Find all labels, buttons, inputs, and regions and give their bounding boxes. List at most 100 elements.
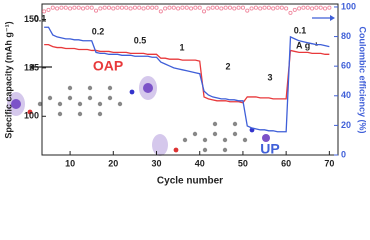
ce-point	[292, 7, 297, 12]
ce-point	[206, 6, 211, 11]
plot-frame	[41, 3, 339, 156]
annotation: A g⁻¹	[296, 40, 318, 50]
annotation: 1	[179, 42, 184, 52]
ce-point	[305, 5, 310, 10]
ce-point	[232, 6, 237, 11]
ce-point	[163, 6, 168, 11]
ce-point	[189, 6, 194, 11]
ce-point	[279, 5, 284, 10]
ce-point	[266, 5, 271, 10]
y-tick-label: 125	[24, 62, 39, 72]
annotation: OAP	[93, 58, 123, 74]
ce-point	[193, 5, 198, 10]
x-tick-label: 10	[65, 158, 75, 168]
ce-point	[318, 5, 323, 10]
ce-point	[119, 5, 124, 10]
ce-point	[271, 6, 276, 11]
ce-point	[327, 5, 332, 10]
ce-point	[197, 5, 202, 10]
ce-point	[171, 5, 176, 10]
ce-point	[93, 8, 99, 13]
ce-point	[180, 5, 185, 10]
molecule-decoration	[7, 76, 270, 156]
ce-point	[115, 5, 120, 10]
annotation: UP	[260, 141, 279, 157]
y2-axis-label: Coulombic efficiency (%)	[358, 26, 368, 133]
annotation: 0.2	[92, 26, 105, 36]
ce-point	[124, 5, 129, 10]
x-tick-label: 50	[238, 158, 248, 168]
ce-point	[249, 6, 254, 11]
ce-point	[63, 5, 68, 10]
ce-point	[176, 6, 181, 11]
series-line	[44, 26, 330, 133]
ce-point	[46, 7, 51, 12]
ce-point	[42, 9, 47, 14]
ce-point	[68, 6, 73, 11]
ce-point	[106, 5, 112, 10]
ce-point	[145, 5, 150, 10]
ce-point	[245, 8, 250, 13]
annotation: 0.1	[34, 13, 47, 23]
ce-point	[137, 5, 142, 10]
ce-point	[227, 5, 233, 10]
annotation: 0.1	[294, 25, 307, 35]
x-tick-label: 30	[152, 158, 162, 168]
ce-point	[236, 5, 241, 10]
axis-arrows	[29, 15, 335, 70]
ce-point	[141, 6, 146, 11]
ce-point	[201, 9, 207, 14]
y2-tick-label: 80	[341, 31, 351, 41]
ce-point	[81, 6, 86, 11]
annotation: 3	[267, 72, 272, 82]
ce-point	[223, 5, 228, 10]
annotation: 0.5	[134, 35, 147, 45]
y2-tick-label: 40	[341, 90, 351, 100]
ce-point	[154, 5, 159, 10]
ce-point	[301, 5, 306, 10]
y2-tick-label: 0	[341, 149, 346, 159]
ce-point	[262, 5, 267, 10]
x-tick-label: 40	[195, 158, 205, 168]
ce-point	[210, 5, 215, 10]
ce-point	[50, 5, 55, 10]
ce-point	[76, 5, 81, 10]
ce-point	[314, 5, 319, 10]
x-tick-label: 20	[108, 158, 118, 168]
ce-point	[98, 6, 103, 11]
ce-point	[59, 5, 64, 10]
ce-point	[253, 5, 258, 10]
ce-point	[322, 6, 328, 11]
y-axis-label: Specific capacity (mAh g⁻¹)	[3, 21, 13, 138]
ce-point	[275, 5, 280, 10]
ce-point	[310, 6, 315, 11]
ce-point	[132, 5, 137, 10]
ce-point	[55, 6, 60, 11]
ce-point	[167, 5, 172, 10]
ce-point	[184, 5, 189, 10]
ce-point	[240, 5, 245, 10]
x-tick-label: 60	[281, 158, 291, 168]
annotation: 2	[225, 61, 230, 71]
y-tick-label: 100	[24, 111, 39, 121]
chart: 0.1 0.2 0.5 1 2 3 0.1 A g⁻¹ OAP UP Cycle…	[3, 1, 368, 187]
ce-point	[214, 5, 220, 10]
ce-point	[89, 5, 94, 10]
y2-tick-label: 60	[341, 61, 351, 71]
ce-point	[150, 5, 155, 10]
ce-point	[258, 6, 263, 11]
ce-point	[297, 6, 302, 11]
x-axis-label: Cycle number	[157, 176, 223, 187]
ce-point	[111, 6, 116, 11]
y2-tick-label: 20	[341, 120, 351, 130]
ce-point	[288, 10, 293, 15]
ce-point	[158, 9, 163, 14]
ce-point	[284, 6, 289, 11]
series-line	[44, 44, 330, 104]
y2-tick-label: 100	[341, 1, 356, 11]
ce-point	[219, 6, 224, 11]
ce-point	[72, 5, 77, 10]
x-tick-label: 70	[324, 158, 334, 168]
ce-point	[85, 5, 90, 10]
ce-point	[102, 5, 107, 10]
